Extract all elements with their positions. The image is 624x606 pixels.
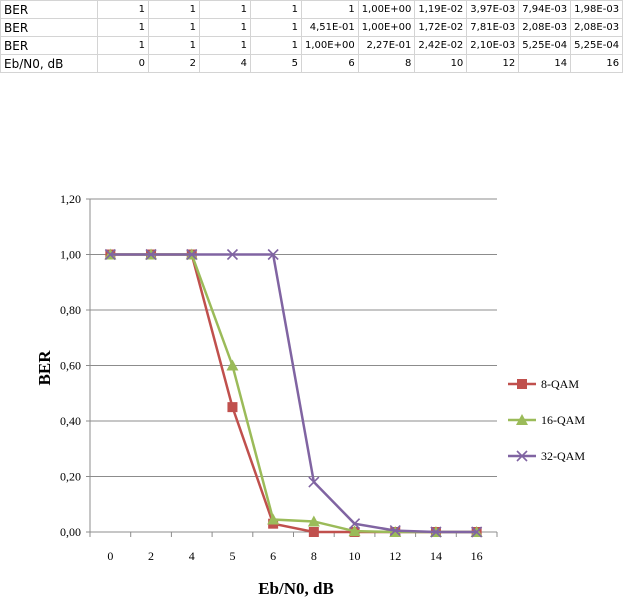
data-table: BER 1 1 1 1 1 1,00E+00 1,19E-02 3,97E-03 7,94E-03… (0, 0, 624, 73)
data-point-triangle (226, 359, 239, 371)
x-tick-label: 5 (229, 549, 235, 563)
y-tick-labels: 0,00 0,20 0,40 0,60 0,80 1,00 1,20 (60, 192, 81, 539)
x-axis-label: Eb/N0, dB (258, 579, 334, 598)
data-point-x (348, 518, 361, 530)
data-point-triangle (516, 414, 528, 425)
x-tick-label: 8 (311, 549, 317, 563)
y-tick-label: 1,20 (60, 192, 81, 206)
data-point-x (226, 248, 239, 261)
series-line (110, 253, 477, 534)
x-tick-label: 4 (189, 549, 195, 563)
y-tick-label: 0,60 (60, 359, 81, 373)
table-cell: 8 (357, 54, 416, 73)
x-tick-label: 10 (349, 549, 361, 563)
table-cell: 16 (570, 54, 624, 73)
data-point-triangle (267, 513, 280, 525)
series-lines (104, 248, 483, 538)
data-point-x (471, 526, 483, 538)
data-point-x (430, 526, 442, 538)
table-row: BER 1 1 1 1 1 1,00E+00 1,19E-02 3,97E-03 7,94E-03… (0, 0, 624, 19)
table-row: Eb/N0, dB 0 2 4 5 6 8 10 12 14 16 (0, 54, 624, 73)
y-tick-label: 0,80 (60, 303, 81, 317)
legend-item: 16-QAM (508, 413, 585, 427)
x-tick-label: 12 (389, 549, 401, 563)
data-point-x (186, 248, 198, 261)
row-label: Eb/N0, dB (0, 54, 98, 73)
y-axis-label: BER (35, 350, 54, 386)
x-tick-label: 14 (430, 549, 442, 563)
table-cell: 5 (250, 54, 302, 73)
grid-lines (90, 198, 497, 477)
data-point-x (145, 248, 157, 261)
legend: 8-QAM 16-QAM 32-QAM (508, 377, 585, 463)
y-tick-label: 1,00 (60, 248, 81, 262)
series-8-qam (105, 249, 482, 537)
data-point-triangle (307, 515, 320, 527)
legend-label: 32-QAM (541, 449, 585, 463)
data-point-x (104, 248, 116, 261)
legend-item: 8-QAM (508, 377, 579, 391)
data-point-square (308, 527, 319, 537)
series-line (110, 253, 477, 534)
x-tick-label: 6 (270, 549, 276, 563)
table-cell: 6 (301, 54, 359, 73)
x-tick-label: 2 (148, 549, 154, 563)
table-cell: 2,08E-03 (570, 18, 624, 37)
x-tick-labels: 0 2 4 5 6 8 10 12 14 16 (107, 549, 482, 563)
data-point-square (517, 379, 527, 389)
data-point-x (308, 476, 320, 488)
y-tick-label: 0,00 (60, 525, 81, 539)
x-tick-label: 16 (471, 549, 483, 563)
data-point-triangle (348, 525, 361, 537)
x-tick-label: 0 (107, 549, 113, 563)
series-16-qam (104, 248, 483, 537)
y-tick-label: 0,40 (60, 414, 81, 428)
series-32-qam (104, 248, 483, 538)
legend-label: 16-QAM (541, 413, 585, 427)
data-point-square (227, 402, 238, 413)
data-point-x (267, 248, 279, 261)
y-tick-label: 0,20 (60, 470, 81, 484)
legend-label: 8-QAM (541, 377, 579, 391)
legend-item: 32-QAM (508, 449, 585, 463)
series-line (110, 253, 477, 534)
data-point-x (516, 450, 528, 462)
data-point-x (389, 525, 401, 537)
